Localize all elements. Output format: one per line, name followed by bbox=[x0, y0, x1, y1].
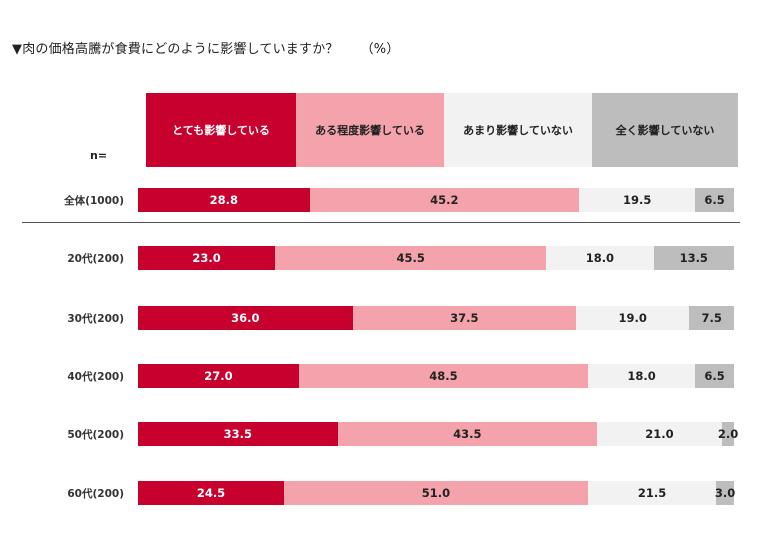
bar-segment: 24.5 bbox=[138, 481, 285, 505]
legend-item-1: とても影響している bbox=[146, 93, 296, 167]
legend-item-4: 全く影響していない bbox=[592, 93, 738, 167]
bar-segment: 18.0 bbox=[587, 364, 696, 388]
category-label: 20代(200) bbox=[67, 253, 124, 265]
bar-segment: 3.0 bbox=[715, 481, 735, 505]
bar-segment: 6.5 bbox=[695, 364, 734, 388]
category-label: 40代(200) bbox=[67, 371, 124, 383]
bar-segment: 48.5 bbox=[298, 364, 588, 388]
bar-segment: 19.0 bbox=[576, 306, 690, 330]
bar-segment: 33.5 bbox=[138, 422, 338, 446]
bar-segment: 45.5 bbox=[275, 246, 547, 270]
bar-segment: 21.0 bbox=[596, 422, 723, 446]
category-label: 30代(200) bbox=[67, 313, 124, 325]
chart-title: ▼肉の価格高騰が食費にどのように影響していますか？ （%） bbox=[12, 38, 400, 57]
bar-segment: 6.5 bbox=[695, 188, 734, 212]
bar-segment: 45.2 bbox=[309, 188, 580, 212]
bar-segment: 51.0 bbox=[284, 481, 588, 505]
chart-title-text: ▼肉の価格高騰が食費にどのように影響していますか？ bbox=[12, 42, 339, 57]
legend-item-3: あまり影響していない bbox=[444, 93, 592, 167]
bar-segment: 36.0 bbox=[138, 306, 353, 330]
n-label: n= bbox=[90, 149, 108, 162]
category-label: 50代(200) bbox=[67, 429, 124, 441]
bar-segment: 21.5 bbox=[587, 481, 717, 505]
bar-segment: 13.5 bbox=[653, 246, 734, 270]
bar-segment: 2.0 bbox=[718, 422, 738, 446]
bar-segment: 23.0 bbox=[138, 246, 276, 270]
unit-label: （%） bbox=[360, 42, 400, 57]
bar-segment: 7.5 bbox=[689, 306, 734, 330]
bar-segment: 28.8 bbox=[138, 188, 310, 212]
bar-segment: 27.0 bbox=[138, 364, 299, 388]
bar-segment: 18.0 bbox=[546, 246, 654, 270]
category-label: 60代(200) bbox=[67, 488, 124, 500]
legend-item-2: ある程度影響している bbox=[296, 93, 444, 167]
category-label: 全体(1000) bbox=[64, 195, 124, 207]
divider bbox=[22, 222, 740, 223]
bar-segment: 19.5 bbox=[579, 188, 696, 212]
bar-segment: 37.5 bbox=[352, 306, 577, 330]
bar-segment: 43.5 bbox=[337, 422, 597, 446]
